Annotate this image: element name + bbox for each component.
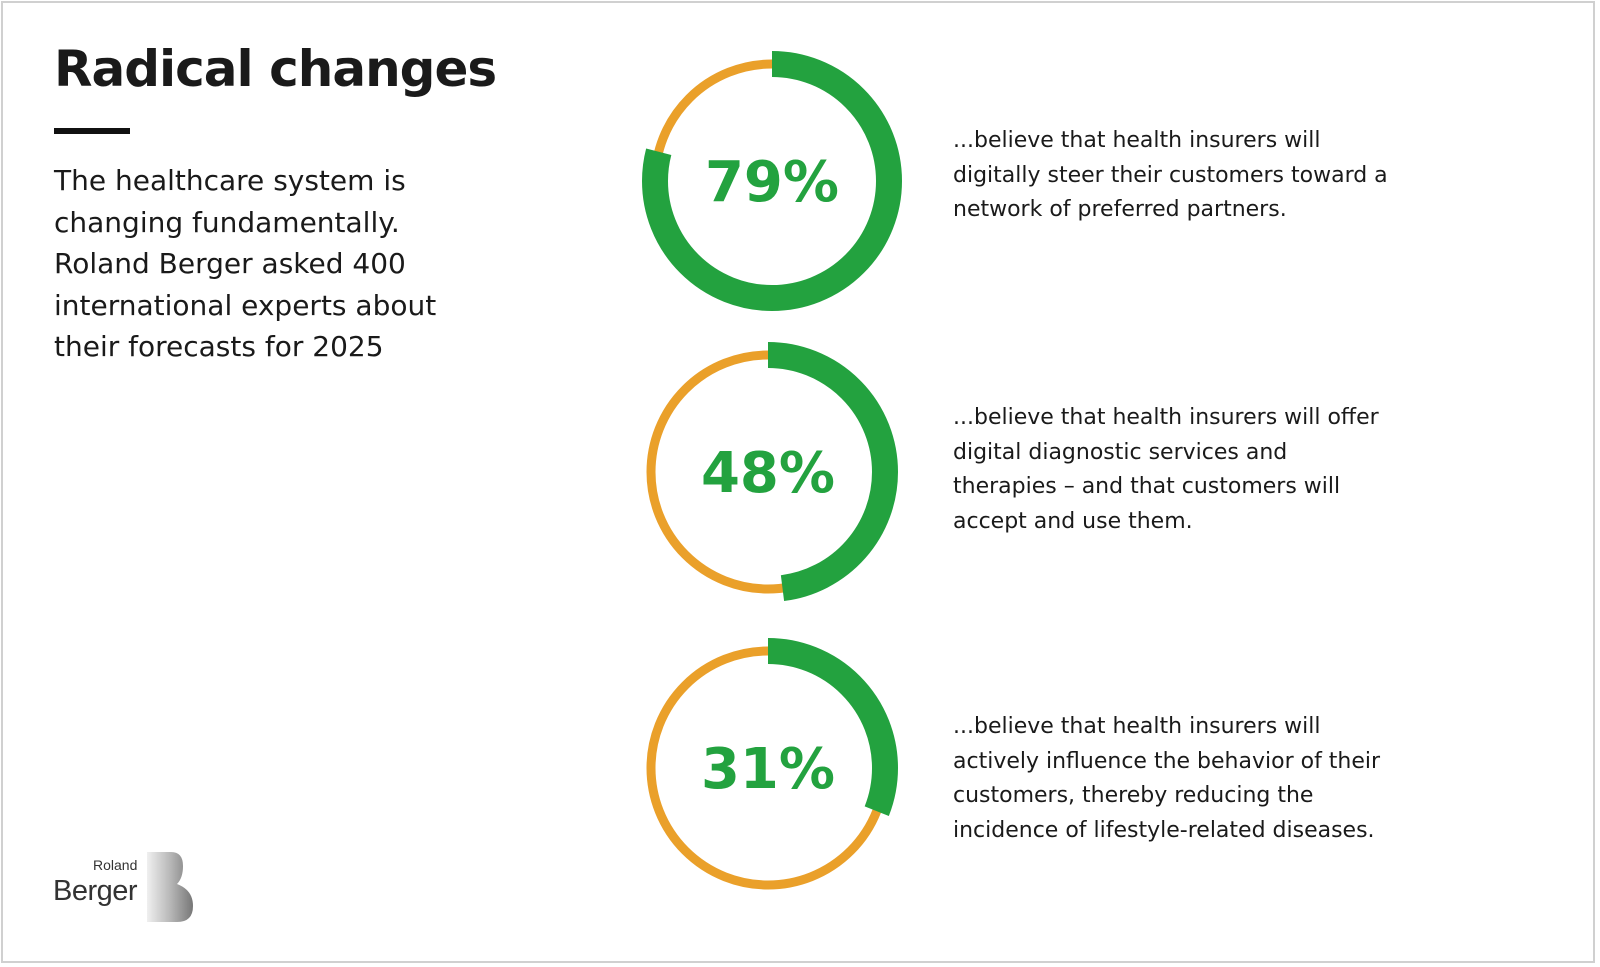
gauge-3: 31%	[638, 638, 898, 898]
gauge-2: 48%	[638, 342, 898, 602]
gauge-percent-label: 48%	[701, 441, 835, 506]
logo-text-berger: Berger	[53, 875, 138, 907]
roland-berger-logo: Roland Berger	[53, 852, 203, 924]
gauge-description: ...believe that health insurers will act…	[953, 714, 1381, 843]
title-divider	[54, 128, 130, 134]
intro-text: The healthcare system is changing fundam…	[54, 164, 437, 363]
gauge-value-arc	[642, 51, 902, 311]
gauge-value-arc	[638, 342, 898, 602]
gauge-percent-label: 31%	[701, 737, 835, 802]
logo-b-icon	[147, 852, 193, 922]
gauge-value-arc	[638, 638, 898, 898]
gauge-percent-label: 79%	[705, 150, 839, 215]
logo-text-roland: Roland	[93, 857, 138, 873]
gauge-description: ...believe that health insurers will off…	[953, 405, 1379, 534]
gauge-1: 79%	[642, 51, 902, 311]
page-title: Radical changes	[54, 40, 497, 98]
gauge-description: ...believe that health insurers will dig…	[953, 128, 1388, 222]
